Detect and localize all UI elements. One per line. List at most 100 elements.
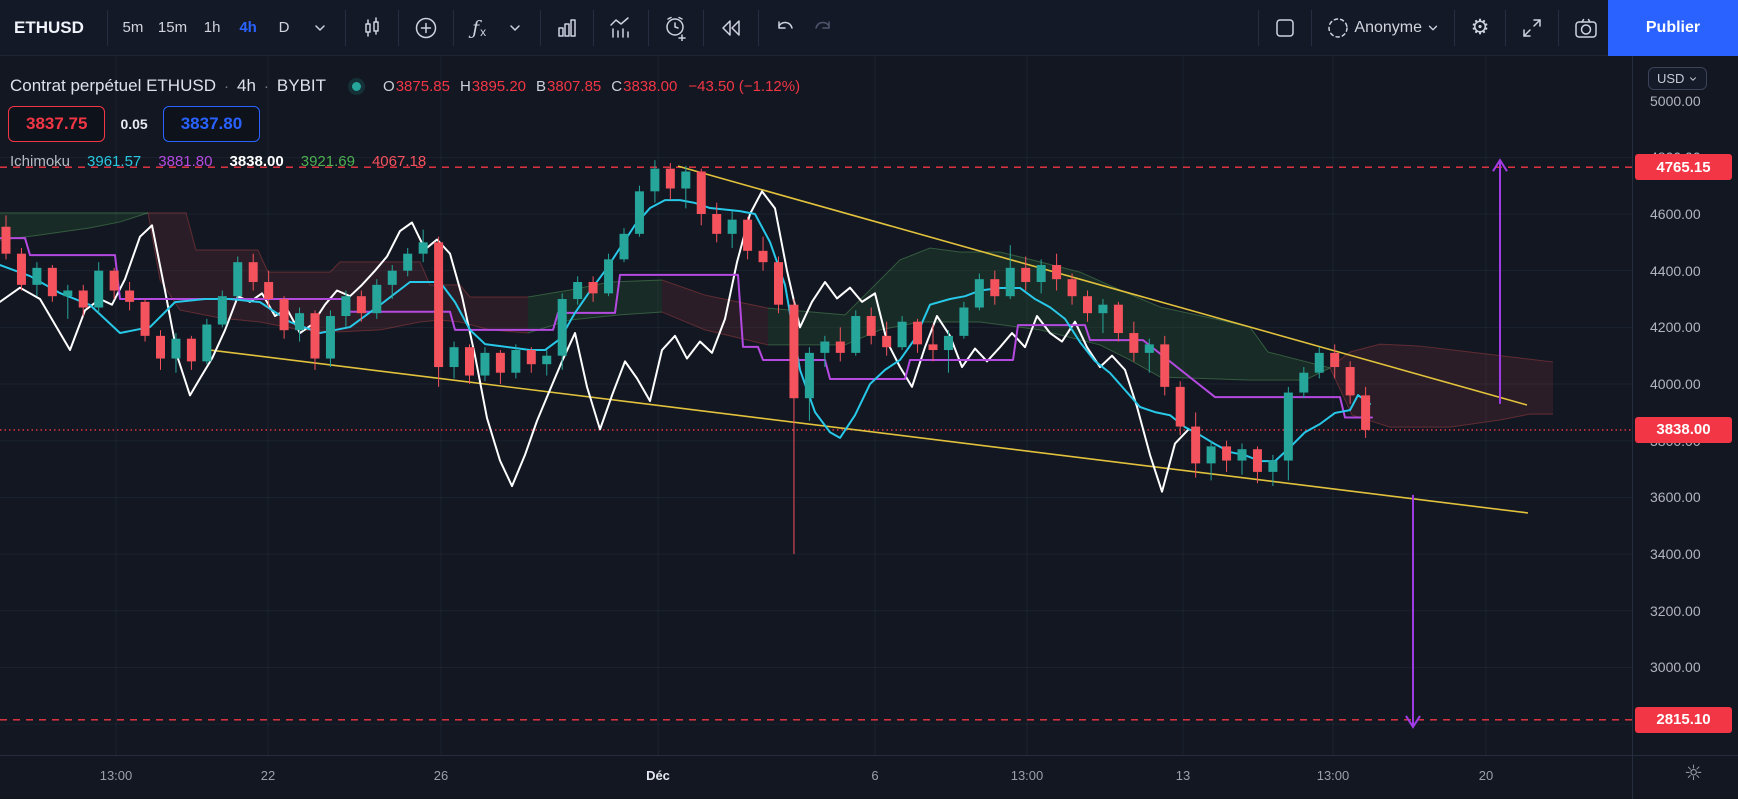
- indicator-value: 3838.00: [229, 153, 284, 170]
- sell-button[interactable]: 3837.75: [8, 106, 106, 142]
- user-menu-button[interactable]: Anonyme: [1319, 8, 1447, 48]
- symbol-button[interactable]: ETHUSD: [14, 17, 84, 37]
- layout-square-icon: [1273, 16, 1297, 40]
- create-alert-button[interactable]: [656, 8, 696, 48]
- settings-button[interactable]: ⚙: [1462, 8, 1498, 48]
- timeframe-5m[interactable]: 5m: [115, 8, 151, 48]
- chart-legend: Contrat perpétuel ETHUSD · 4h · BYBIT O3…: [10, 76, 800, 96]
- toolbar-separator: [1258, 9, 1260, 46]
- time-axis-label: 26: [433, 768, 449, 783]
- buy-button[interactable]: 3837.80: [162, 106, 261, 142]
- alarm-clock-plus-icon: [663, 15, 689, 41]
- legend-separator: ·: [223, 77, 229, 95]
- publish-button[interactable]: Publier: [1608, 0, 1738, 56]
- currency-chevron-down-icon: [1688, 74, 1698, 84]
- time-axis-label: Déc: [646, 768, 670, 783]
- undo-arrow-icon: [773, 16, 797, 40]
- timeframe-menu-chevron-icon[interactable]: [302, 8, 338, 48]
- axis-corner-line: [1632, 756, 1633, 799]
- change-value: −43.50 (−1.12%): [688, 77, 801, 95]
- fullscreen-icon: [1520, 16, 1544, 40]
- indicator-value: 3961.57: [87, 153, 142, 170]
- snapshot-button[interactable]: [1566, 8, 1606, 48]
- legend-separator: ·: [263, 77, 269, 95]
- anonymous-avatar-icon: [1326, 16, 1350, 40]
- redo-button[interactable]: [804, 8, 842, 48]
- forecast-button[interactable]: [601, 8, 641, 48]
- buy-sell-widget: 3837.75 0.05 3837.80: [8, 106, 261, 142]
- time-axis-label: 6: [871, 768, 879, 783]
- currency-label: USD: [1657, 71, 1685, 86]
- timeframe-4h[interactable]: 4h: [230, 8, 266, 48]
- ohlc-values: O3875.85 H3895.20 B3807.85 C3838.00 −43.…: [383, 77, 801, 95]
- toolbar-separator: [106, 9, 108, 46]
- chart-region: Contrat perpétuel ETHUSD · 4h · BYBIT O3…: [0, 56, 1738, 799]
- indicator-value: 3921.69: [300, 153, 355, 170]
- gear-icon: ⚙: [1470, 15, 1490, 39]
- compare-add-button[interactable]: [406, 8, 446, 48]
- toolbar-separator: [1558, 9, 1559, 46]
- line-forecast-icon: [608, 15, 634, 41]
- chart-pane[interactable]: [0, 56, 1632, 755]
- indicator-legend: Ichimoku 3961.57 3881.80 3838.00 3921.69 406…: [10, 153, 426, 170]
- time-axis-label: 13:00: [1010, 768, 1044, 783]
- indicator-value: 4067.18: [371, 153, 427, 170]
- indicator-value: 3881.80: [158, 153, 213, 170]
- undo-button[interactable]: [766, 8, 804, 48]
- time-axis-label: 13: [1175, 768, 1191, 783]
- currency-selector[interactable]: USD: [1648, 67, 1708, 90]
- price-axis-label: 3600.00: [1650, 489, 1701, 506]
- price-axis-label: 4600.00: [1650, 206, 1701, 222]
- bar-replay-button[interactable]: [711, 8, 751, 48]
- time-axis[interactable]: 13:00 22 26 Déc 6 13:00 13 13:00 20 ☼: [0, 755, 1738, 799]
- toolbar-separator: [1311, 9, 1313, 46]
- camera-icon: [1573, 15, 1599, 41]
- theme-sun-icon[interactable]: ☼: [1684, 761, 1703, 785]
- fullscreen-button[interactable]: [1513, 8, 1551, 48]
- timeframe-15m[interactable]: 15m: [151, 8, 194, 48]
- price-axis-label: 3400.00: [1650, 546, 1701, 563]
- toolbar-separator: [1505, 9, 1506, 46]
- user-chevron-down-icon: [1426, 21, 1440, 35]
- price-axis-label: 3200.00: [1650, 602, 1701, 619]
- price-marker: 4765.15: [1635, 154, 1732, 181]
- indicator-values: 3961.57 3881.80 3838.00 3921.69 4067.18: [87, 153, 426, 170]
- bar-chart-icon: [555, 16, 579, 40]
- indicator-templates-button[interactable]: [548, 8, 586, 48]
- user-name: Anonyme: [1354, 18, 1422, 36]
- rewind-icon: [718, 15, 744, 41]
- legend-interval[interactable]: 4h: [236, 76, 256, 95]
- timeframe-D[interactable]: D: [266, 8, 302, 48]
- price-axis-label: 4200.00: [1650, 319, 1701, 336]
- time-axis-label: 20: [1478, 768, 1494, 783]
- indicators-chevron-icon[interactable]: [497, 8, 533, 48]
- timeframe-group: 5m 15m 1h 4h D: [115, 8, 302, 48]
- spread-value: 0.05: [120, 116, 148, 132]
- market-status-dot[interactable]: [352, 81, 362, 91]
- low-value: 3807.85: [547, 77, 602, 95]
- time-axis-label: 22: [260, 768, 276, 783]
- toolbar-separator: [703, 9, 705, 46]
- layout-button[interactable]: [1266, 8, 1304, 48]
- price-axis-label: 3000.00: [1650, 659, 1701, 676]
- time-axis-label: 13:00: [1316, 768, 1350, 783]
- legend-title[interactable]: Contrat perpétuel ETHUSD: [10, 76, 216, 95]
- open-value: 3875.85: [395, 77, 450, 95]
- indicator-name[interactable]: Ichimoku: [10, 153, 71, 170]
- toolbar-separator: [593, 9, 595, 46]
- price-axis-label: 4400.00: [1650, 262, 1701, 279]
- chart-style-button[interactable]: [353, 8, 391, 48]
- plus-circle-icon: [413, 15, 439, 41]
- candlestick-icon: [360, 16, 384, 40]
- toolbar-separator: [758, 9, 760, 46]
- redo-arrow-icon: [811, 16, 835, 40]
- timeframe-1h[interactable]: 1h: [194, 8, 230, 48]
- price-marker: 3838.00: [1635, 416, 1732, 443]
- price-axis[interactable]: USD 5000.004800.004600.004400.004200.004…: [1632, 56, 1738, 755]
- toolbar-separator: [453, 9, 455, 46]
- time-axis-label: 13:00: [99, 768, 133, 783]
- legend-exchange[interactable]: BYBIT: [276, 76, 327, 95]
